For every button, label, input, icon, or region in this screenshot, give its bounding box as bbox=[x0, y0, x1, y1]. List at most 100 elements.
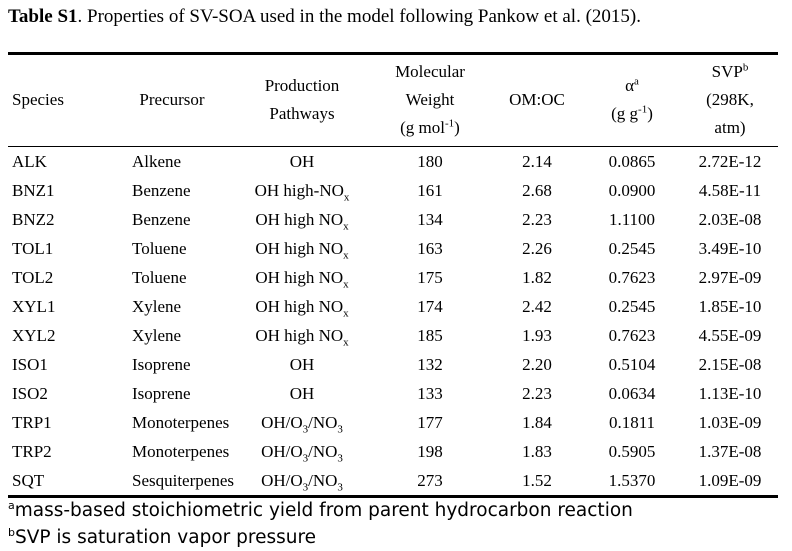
cell-om-oc: 2.26 bbox=[522, 238, 552, 258]
cell-molecular-weight: 132 bbox=[417, 354, 443, 374]
cell-molecular-weight: 185 bbox=[417, 325, 443, 345]
cell-om-oc: 2.20 bbox=[522, 354, 552, 374]
table-label: Table S1 bbox=[8, 6, 78, 27]
cell-species: TOL2 bbox=[12, 267, 54, 287]
cell-production-pathways: OH bbox=[289, 354, 315, 374]
cell-precursor: Isoprene bbox=[132, 354, 191, 374]
cell-svp: 4.58E-11 bbox=[698, 180, 762, 200]
cell-precursor: Toluene bbox=[132, 238, 187, 258]
caption-text: . Properties of SV-SOA used in the model… bbox=[77, 6, 641, 27]
cell-production-pathways: OH high NOx bbox=[255, 325, 349, 348]
header-molecular-weight: Molecular Weight (g mol-1) bbox=[368, 53, 492, 147]
table-row: TRP1 Monoterpenes OH/O3/NO3 177 1.84 0.1811 1.… bbox=[8, 408, 778, 437]
header-om-oc: OM:OC bbox=[492, 53, 582, 147]
cell-production-pathways: OH/O3/NO3 bbox=[261, 441, 343, 464]
cell-precursor: Sesquiterpenes bbox=[132, 470, 234, 490]
cell-svp: 2.03E-08 bbox=[698, 209, 762, 229]
cell-alpha: 0.0900 bbox=[608, 180, 656, 200]
cell-species: XYL2 bbox=[12, 325, 56, 345]
footnote-b: bSVP is saturation vapor pressure bbox=[8, 525, 317, 548]
cell-svp: 4.55E-09 bbox=[698, 325, 762, 345]
table-caption: Table S1. Properties of SV-SOA used in t… bbox=[8, 5, 641, 29]
cell-molecular-weight: 161 bbox=[417, 180, 443, 200]
cell-production-pathways: OH high NOx bbox=[255, 209, 349, 232]
cell-molecular-weight: 180 bbox=[417, 151, 443, 171]
header-production-pathways: Production Pathways bbox=[236, 53, 368, 147]
cell-production-pathways: OH/O3/NO3 bbox=[261, 412, 343, 435]
cell-production-pathways: OH high-NOx bbox=[254, 180, 350, 203]
table-body: ALK Alkene OH 180 2.14 0.0865 2.72E-12 BNZ1 Benz… bbox=[8, 147, 778, 497]
header-alpha: αa (g g-1) bbox=[582, 53, 682, 147]
table-row: TOL1 Toluene OH high NOx 163 2.26 0.2545 3.49E… bbox=[8, 234, 778, 263]
cell-precursor: Benzene bbox=[132, 180, 191, 200]
cell-om-oc: 1.52 bbox=[522, 470, 552, 490]
cell-molecular-weight: 133 bbox=[417, 383, 443, 403]
cell-species: ALK bbox=[12, 151, 47, 171]
table-row: ISO1 Isoprene OH 132 2.20 0.5104 2.15E-08 bbox=[8, 350, 778, 379]
cell-om-oc: 2.14 bbox=[522, 151, 552, 171]
cell-precursor: Xylene bbox=[132, 296, 182, 316]
header-precursor: Precursor bbox=[108, 53, 236, 147]
cell-species: XYL1 bbox=[12, 296, 56, 316]
cell-molecular-weight: 273 bbox=[417, 470, 443, 490]
cell-species: SQT bbox=[12, 470, 45, 490]
cell-precursor: Monoterpenes bbox=[132, 412, 230, 432]
cell-species: BNZ1 bbox=[12, 180, 55, 200]
cell-precursor: Isoprene bbox=[132, 383, 191, 403]
cell-om-oc: 1.84 bbox=[522, 412, 552, 432]
cell-species: TOL1 bbox=[12, 238, 54, 258]
cell-precursor: Benzene bbox=[132, 209, 191, 229]
cell-svp: 1.85E-10 bbox=[698, 296, 762, 316]
table-row: BNZ1 Benzene OH high-NOx 161 2.68 0.0900 4.58E… bbox=[8, 176, 778, 205]
header-row: Species Precursor Production Pathways Mol… bbox=[8, 53, 778, 147]
cell-species: TRP1 bbox=[12, 412, 52, 432]
cell-precursor: Alkene bbox=[132, 151, 182, 171]
cell-om-oc: 1.83 bbox=[522, 441, 552, 461]
cell-svp: 1.13E-10 bbox=[698, 383, 762, 403]
table-header: Species Precursor Production Pathways Mol… bbox=[8, 53, 778, 147]
table-row: TOL2 Toluene OH high NOx 175 1.82 0.7623 2.97E… bbox=[8, 263, 778, 292]
cell-species: BNZ2 bbox=[12, 209, 55, 229]
cell-alpha: 0.0865 bbox=[608, 151, 656, 171]
cell-alpha: 0.7623 bbox=[608, 267, 656, 287]
cell-species: ISO2 bbox=[12, 383, 48, 403]
cell-svp: 1.09E-09 bbox=[698, 470, 762, 490]
table-row: XYL2 Xylene OH high NOx 185 1.93 0.7623 4.55E-… bbox=[8, 321, 778, 350]
cell-svp: 2.72E-12 bbox=[698, 151, 762, 171]
cell-svp: 3.49E-10 bbox=[698, 238, 762, 258]
cell-om-oc: 1.82 bbox=[522, 267, 552, 287]
table-row: ALK Alkene OH 180 2.14 0.0865 2.72E-12 bbox=[8, 147, 778, 177]
cell-alpha: 0.5104 bbox=[608, 354, 656, 374]
cell-alpha: 1.1100 bbox=[608, 209, 656, 229]
cell-precursor: Toluene bbox=[132, 267, 187, 287]
cell-svp: 1.37E-08 bbox=[698, 441, 762, 461]
cell-svp: 2.15E-08 bbox=[698, 354, 762, 374]
cell-species: TRP2 bbox=[12, 441, 52, 461]
cell-alpha: 0.2545 bbox=[608, 238, 656, 258]
cell-molecular-weight: 198 bbox=[417, 441, 443, 461]
cell-molecular-weight: 177 bbox=[417, 412, 443, 432]
cell-alpha: 0.5905 bbox=[608, 441, 656, 461]
cell-om-oc: 2.42 bbox=[522, 296, 552, 316]
cell-svp: 2.97E-09 bbox=[698, 267, 762, 287]
cell-alpha: 0.1811 bbox=[608, 412, 656, 432]
cell-svp: 1.03E-09 bbox=[698, 412, 762, 432]
cell-precursor: Xylene bbox=[132, 325, 182, 345]
properties-table: Species Precursor Production Pathways Mol… bbox=[8, 52, 778, 498]
cell-alpha: 0.2545 bbox=[608, 296, 656, 316]
cell-production-pathways: OH bbox=[289, 383, 315, 403]
cell-alpha: 0.7623 bbox=[608, 325, 656, 345]
cell-production-pathways: OH/O3/NO3 bbox=[261, 470, 343, 493]
cell-molecular-weight: 174 bbox=[417, 296, 443, 316]
cell-production-pathways: OH high NOx bbox=[255, 267, 349, 290]
cell-om-oc: 1.93 bbox=[522, 325, 552, 345]
cell-production-pathways: OH high NOx bbox=[255, 238, 349, 261]
table-row: XYL1 Xylene OH high NOx 174 2.42 0.2545 1.85E-… bbox=[8, 292, 778, 321]
footnote-a: amass-based stoichiometric yield from pa… bbox=[8, 498, 633, 521]
cell-alpha: 1.5370 bbox=[608, 470, 656, 490]
footnotes: amass-based stoichiometric yield from pa… bbox=[8, 497, 633, 551]
cell-precursor: Monoterpenes bbox=[132, 441, 230, 461]
cell-alpha: 0.0634 bbox=[608, 383, 656, 403]
cell-molecular-weight: 175 bbox=[417, 267, 443, 287]
header-species: Species bbox=[8, 53, 108, 147]
